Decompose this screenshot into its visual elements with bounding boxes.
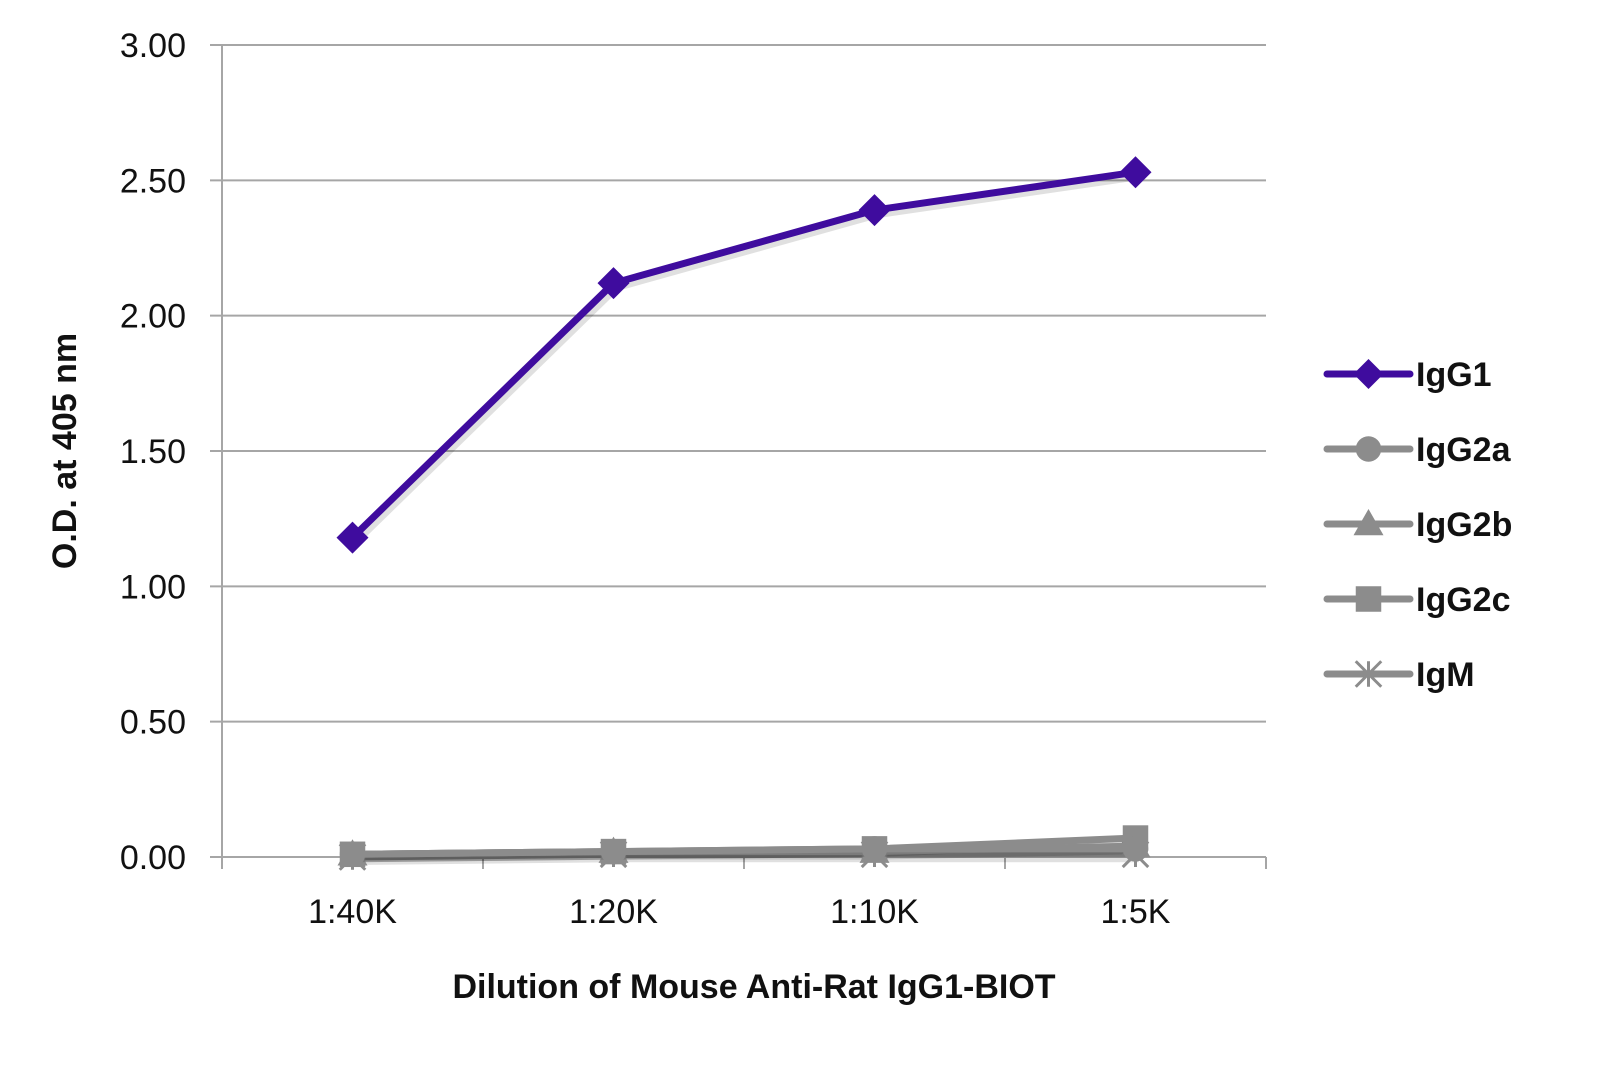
- legend-marker: [1355, 436, 1382, 462]
- legend-label: IgM: [1416, 656, 1475, 694]
- series-line-shadow: [355, 848, 1139, 863]
- data-point: [336, 521, 369, 554]
- legend-marker: [1354, 660, 1383, 688]
- series-layer: [336, 156, 1152, 871]
- data-point: [858, 194, 891, 227]
- series-line: [349, 845, 1139, 858]
- y-axis-title: O.D. at 405 nm: [46, 333, 84, 569]
- y-tick-label: 0.50: [120, 704, 186, 742]
- legend-entry: IgG2c: [1323, 581, 1510, 619]
- legend-entry: IgG1: [1323, 356, 1492, 394]
- x-tick-label: 1:10K: [830, 893, 919, 931]
- series-igg1: [336, 156, 1152, 554]
- x-tick-label: 1:5K: [1101, 893, 1171, 931]
- legend-marker: [1355, 586, 1382, 612]
- legend-entry: IgG2b: [1323, 506, 1512, 544]
- series-line-shadow: [355, 846, 1139, 863]
- legend-label: IgG2b: [1416, 506, 1512, 544]
- y-tick-label: 2.50: [120, 162, 186, 200]
- x-axis-title: Dilution of Mouse Anti-Rat IgG1-BIOT: [452, 968, 1055, 1006]
- y-tick-label: 3.00: [120, 27, 186, 65]
- legend-entry: IgG2a: [1323, 431, 1512, 469]
- axes: 0.00 0.50 1.00 1.50 2.00 2.50 3.00 1:40K 1:20K 1:…: [120, 27, 1267, 931]
- data-point: [339, 841, 366, 868]
- x-tick-label: 1:20K: [569, 893, 658, 931]
- x-tick-label: 1:40K: [308, 893, 397, 931]
- legend-marker: [1353, 509, 1384, 536]
- legend-marker: [1353, 359, 1384, 389]
- data-point: [1122, 836, 1149, 862]
- y-tick-label: 1.00: [120, 568, 186, 606]
- series-line-shadow: [355, 854, 1139, 865]
- data-point: [597, 267, 630, 300]
- legend-label: IgG2a: [1416, 431, 1512, 469]
- legend-entry: IgM: [1323, 656, 1475, 694]
- gridlines: [210, 44, 1266, 858]
- data-point: [1119, 156, 1152, 189]
- data-point: [861, 836, 888, 862]
- y-tick-label: 2.00: [120, 298, 186, 336]
- data-point: [600, 838, 627, 865]
- series-igg2a: [339, 836, 1149, 868]
- series-line: [349, 168, 1139, 542]
- legend: IgG1 IgG2a IgG2b IgG2c IgM: [1323, 356, 1512, 694]
- series-line-shadow: [352, 172, 1140, 545]
- legend-label: IgG1: [1416, 356, 1492, 394]
- y-tick-label: 0.00: [120, 839, 186, 877]
- y-tick-label: 1.50: [120, 433, 186, 471]
- legend-label: IgG2c: [1416, 581, 1510, 619]
